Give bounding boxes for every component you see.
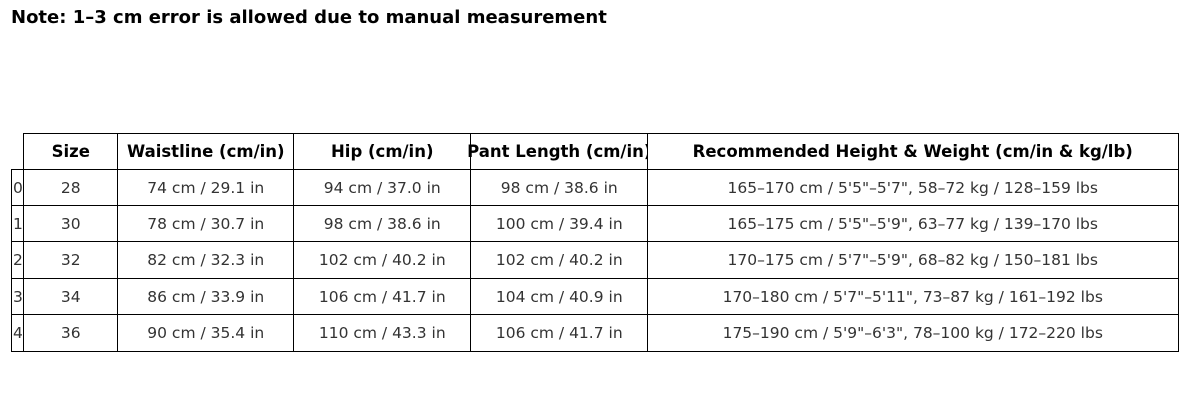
table-cell: 165–170 cm / 5'5"–5'7", 58–72 kg / 128–1… — [647, 169, 1179, 207]
table-cell: 82 cm / 32.3 in — [117, 241, 295, 280]
table-cell: 28 — [23, 169, 119, 207]
table-cell: 36 — [23, 314, 119, 352]
column-header: Size — [23, 133, 119, 171]
table-cell: 86 cm / 33.9 in — [117, 278, 295, 316]
table-cell: 74 cm / 29.1 in — [117, 169, 295, 207]
column-header: Recommended Height & Weight (cm/in & kg/… — [647, 133, 1179, 171]
table-cell: 106 cm / 41.7 in — [293, 278, 472, 316]
table-cell: 32 — [23, 241, 119, 280]
table-cell: 34 — [23, 278, 119, 316]
table-cell: 98 cm / 38.6 in — [470, 169, 649, 207]
table-cell: 78 cm / 30.7 in — [117, 205, 295, 243]
column-header: Hip (cm/in) — [293, 133, 472, 171]
column-header: Waistline (cm/in) — [117, 133, 295, 171]
table-cell: 104 cm / 40.9 in — [470, 278, 649, 316]
column-header: Pant Length (cm/in) — [467, 133, 651, 171]
table-cell: 170–175 cm / 5'7"–5'9", 68–82 kg / 150–1… — [647, 241, 1179, 280]
table-cell: 98 cm / 38.6 in — [293, 205, 472, 243]
table-cell: 30 — [23, 205, 119, 243]
table-cell: 94 cm / 37.0 in — [293, 169, 472, 207]
table-cell: 102 cm / 40.2 in — [293, 241, 472, 280]
table-cell: 170–180 cm / 5'7"–5'11", 73–87 kg / 161–… — [647, 278, 1179, 316]
table-cell: 110 cm / 43.3 in — [293, 314, 472, 352]
table-cell: 90 cm / 35.4 in — [117, 314, 295, 352]
table-cell: 175–190 cm / 5'9"–6'3", 78–100 kg / 172–… — [647, 314, 1179, 352]
measurement-note: Note: 1–3 cm error is allowed due to man… — [11, 7, 607, 28]
table-cell: 106 cm / 41.7 in — [470, 314, 649, 352]
table-cell: 100 cm / 39.4 in — [470, 205, 649, 243]
table-cell: 102 cm / 40.2 in — [470, 241, 649, 280]
table-cell: 165–175 cm / 5'5"–5'9", 63–77 kg / 139–1… — [647, 205, 1179, 243]
